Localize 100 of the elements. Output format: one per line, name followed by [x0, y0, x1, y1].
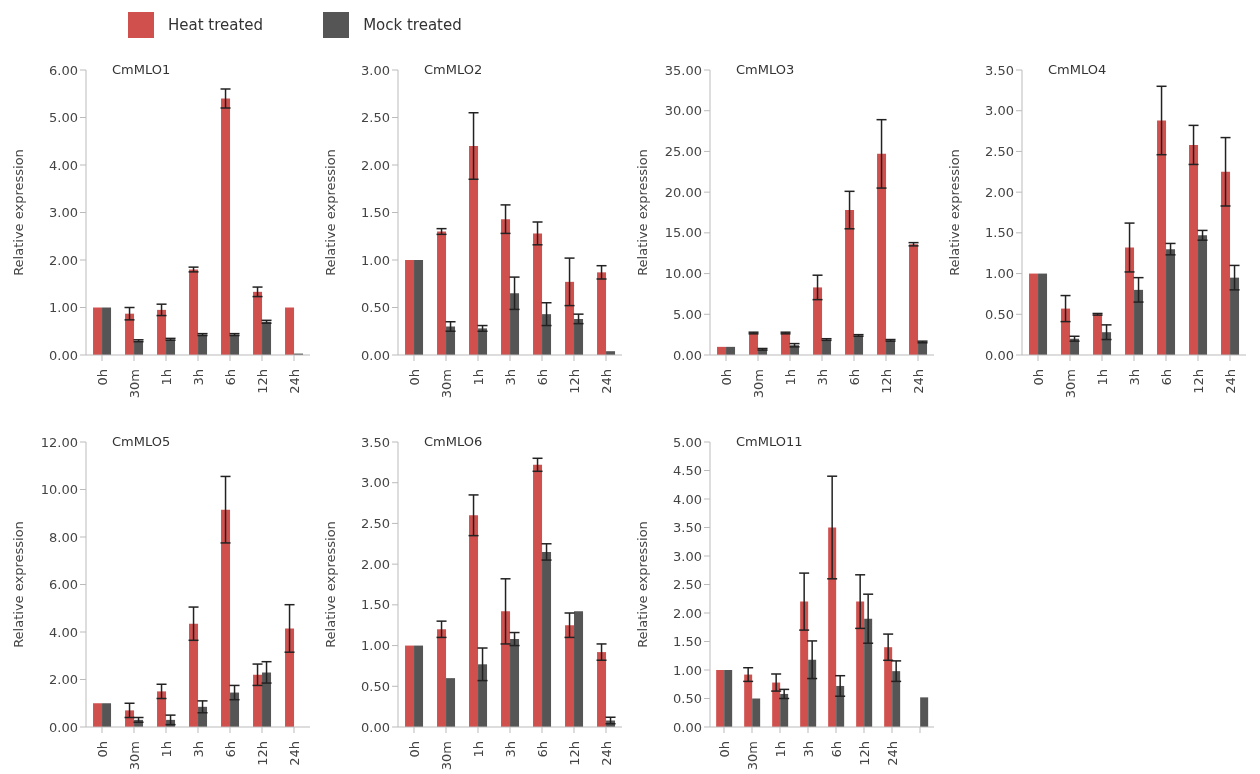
y-tick-label: 5.00 [49, 110, 78, 126]
y-tick-label: 0.00 [49, 719, 78, 735]
x-tick-label: 24h [910, 369, 926, 394]
chart-title: CmMLO3 [736, 62, 795, 77]
y-tick-label: 1.50 [361, 205, 390, 221]
chart-title: CmMLO2 [424, 62, 483, 77]
x-tick-label: 1h [158, 741, 174, 758]
x-tick-label: 0h [718, 369, 734, 386]
x-tick-label: 30m [438, 369, 454, 399]
y-tick-label: 25.00 [664, 144, 702, 160]
x-tick-label: 1h [772, 741, 788, 758]
y-tick-label: 0.50 [361, 300, 390, 316]
y-tick-label: 35.00 [664, 62, 702, 78]
legend-label: Heat treated [168, 16, 264, 34]
y-tick-label: 8.00 [49, 529, 78, 545]
x-tick-label: 24h [286, 741, 302, 766]
y-axis-title: Relative expression [634, 521, 650, 648]
y-tick-label: 12.00 [40, 434, 78, 450]
y-axis-title: Relative expression [10, 521, 26, 648]
y-tick-label: 2.00 [49, 672, 78, 688]
x-tick-label: 3h [502, 369, 518, 386]
x-tick-label: 0h [406, 369, 422, 386]
x-tick-label: 24h [598, 369, 614, 394]
x-tick-label: 3h [814, 369, 830, 386]
x-tick-label: 0h [94, 741, 110, 758]
x-tick-label: 3h [190, 741, 206, 758]
y-tick-label: 20.00 [664, 184, 702, 200]
x-tick-label: 0h [406, 741, 422, 758]
y-tick-label: 0.00 [361, 719, 390, 735]
chart-title: CmMLO1 [112, 62, 171, 77]
x-tick-label: 3h [800, 741, 816, 758]
x-tick-label: 12h [878, 369, 894, 394]
x-tick-label: 3h [502, 741, 518, 758]
y-tick-label: 0.00 [49, 347, 78, 363]
y-tick-label: 4.00 [49, 157, 78, 173]
y-tick-label: 5.00 [673, 434, 702, 450]
y-tick-label: 30.00 [664, 103, 702, 119]
x-tick-label: 24h [1222, 369, 1238, 394]
y-tick-label: 3.00 [49, 205, 78, 221]
y-axis-title: Relative expression [946, 149, 962, 276]
y-tick-label: 4.50 [673, 463, 702, 479]
x-tick-label: 12h [1190, 369, 1206, 394]
x-tick-label: 6h [846, 369, 862, 386]
y-axis-title: Relative expression [322, 149, 338, 276]
y-tick-label: 0.00 [985, 347, 1014, 363]
y-tick-label: 2.00 [49, 252, 78, 268]
y-tick-label: 2.00 [673, 605, 702, 621]
x-tick-label: 1h [470, 369, 486, 386]
y-tick-label: 1.50 [985, 225, 1014, 241]
y-tick-label: 0.50 [985, 306, 1014, 322]
x-tick-label: 3h [190, 369, 206, 386]
chart-title: CmMLO6 [424, 434, 483, 449]
x-tick-label: 6h [222, 741, 238, 758]
chart-title: CmMLO11 [736, 434, 803, 449]
x-tick-label: 3h [1126, 369, 1142, 386]
y-tick-label: 1.00 [49, 300, 78, 316]
y-tick-label: 15.00 [664, 225, 702, 241]
x-tick-label: 1h [158, 369, 174, 386]
y-tick-label: 0.50 [673, 691, 702, 707]
y-tick-label: 0.00 [673, 719, 702, 735]
x-tick-label: 0h [1030, 369, 1046, 386]
y-tick-label: 1.50 [673, 634, 702, 650]
x-tick-label: 24h [884, 741, 900, 766]
x-tick-label: 0h [94, 369, 110, 386]
y-tick-label: 0.50 [361, 678, 390, 694]
x-tick-label: 30m [750, 369, 766, 399]
y-tick-label: 2.50 [673, 577, 702, 593]
y-tick-label: 3.50 [985, 62, 1014, 78]
y-tick-label: 10.00 [40, 482, 78, 498]
y-axis-title: Relative expression [10, 149, 26, 276]
x-tick-label: 6h [1158, 369, 1174, 386]
x-tick-label: 6h [828, 741, 844, 758]
x-tick-label: 30m [1062, 369, 1078, 399]
x-tick-label: 30m [126, 741, 142, 771]
y-axis-title: Relative expression [634, 149, 650, 276]
y-tick-label: 6.00 [49, 577, 78, 593]
y-tick-label: 3.50 [673, 520, 702, 536]
y-axis-title: Relative expression [322, 521, 338, 648]
x-tick-label: 30m [744, 741, 760, 771]
y-tick-label: 2.50 [361, 110, 390, 126]
y-tick-label: 3.00 [361, 62, 390, 78]
y-tick-label: 1.00 [985, 266, 1014, 282]
legend-label: Mock treated [363, 16, 462, 34]
chart-title: CmMLO5 [112, 434, 171, 449]
x-tick-label: 0h [716, 741, 732, 758]
y-tick-label: 4.00 [673, 491, 702, 507]
x-tick-label: 12h [856, 741, 872, 766]
x-tick-label: 6h [534, 741, 550, 758]
x-tick-label: 30m [438, 741, 454, 771]
y-tick-label: 0.00 [673, 347, 702, 363]
x-tick-label: 12h [254, 369, 270, 394]
y-tick-label: 0.00 [361, 347, 390, 363]
y-tick-label: 5.00 [673, 306, 702, 322]
y-tick-label: 2.50 [361, 516, 390, 532]
y-tick-label: 2.00 [361, 556, 390, 572]
x-tick-label: 6h [222, 369, 238, 386]
y-tick-label: 1.00 [361, 638, 390, 654]
y-tick-label: 3.50 [361, 434, 390, 450]
y-tick-label: 1.50 [361, 597, 390, 613]
y-tick-label: 2.50 [985, 144, 1014, 160]
